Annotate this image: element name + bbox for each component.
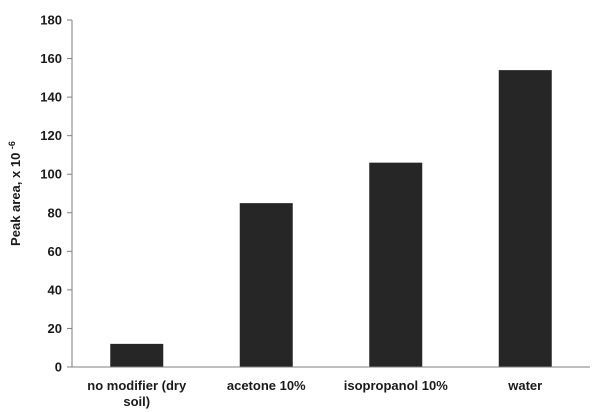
y-axis-label: Peak area, x 10 -6 (7, 141, 23, 246)
bar (110, 343, 164, 367)
y-tick-label: 140 (40, 90, 62, 105)
x-category-label: water (507, 378, 542, 393)
bar (498, 70, 552, 367)
bars (110, 70, 552, 367)
y-tick-label: 40 (48, 282, 62, 297)
y-tick-label: 80 (48, 205, 62, 220)
y-tick-label: 120 (40, 128, 62, 143)
bar (369, 162, 423, 367)
y-axis-label-exponent: -6 (7, 141, 17, 149)
y-tick-label: 100 (40, 167, 62, 182)
y-tick-label: 20 (48, 321, 62, 336)
x-category-label: isopropanol 10% (344, 378, 448, 393)
bar (239, 203, 293, 367)
y-tick-label: 180 (40, 13, 62, 28)
y-tick-label: 160 (40, 51, 62, 66)
y-tick-label: 60 (48, 244, 62, 259)
y-tick-label: 0 (55, 360, 62, 375)
x-axis-categories: no modifier (dry soil) acetone 10% isopropa… (87, 378, 542, 409)
x-category-label: no modifier (dry soil) (87, 378, 187, 409)
y-axis-label-text: Peak area, x 10 (8, 153, 23, 246)
x-category-label: acetone 10% (227, 378, 306, 393)
y-axis-ticks: 0 20 40 60 80 100 120 140 160 180 (40, 13, 72, 375)
